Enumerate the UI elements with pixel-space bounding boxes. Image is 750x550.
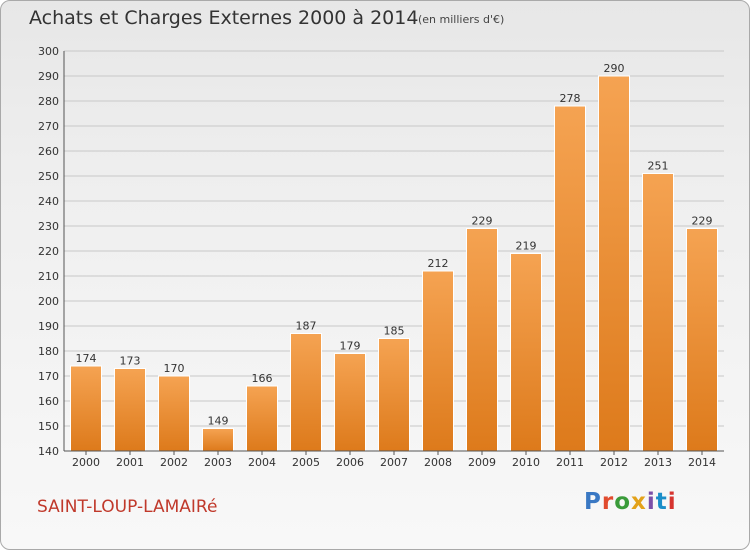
data-label: 219 xyxy=(516,240,537,253)
y-tick-label: 190 xyxy=(38,320,59,333)
x-tick-label: 2005 xyxy=(292,456,320,469)
x-tick-label: 2002 xyxy=(160,456,188,469)
data-label: 166 xyxy=(252,372,273,385)
bar xyxy=(598,75,630,452)
data-label: 173 xyxy=(120,355,141,368)
x-tick-label: 2007 xyxy=(380,456,408,469)
y-tick-label: 270 xyxy=(38,120,59,133)
data-label: 149 xyxy=(208,415,229,428)
bar xyxy=(422,270,454,452)
x-tick-label: 2003 xyxy=(204,456,232,469)
bar xyxy=(642,173,674,452)
y-tick-label: 180 xyxy=(38,345,59,358)
bar xyxy=(554,105,586,452)
data-labels: 174 173 170 149 166 187 179 185 212 229 219 278 290 2… xyxy=(76,62,713,428)
y-tick-label: 300 xyxy=(38,45,59,58)
bar xyxy=(290,333,322,452)
bar xyxy=(334,353,366,452)
logo-letter: t xyxy=(655,489,668,515)
bar xyxy=(246,385,278,452)
x-tick-label: 2006 xyxy=(336,456,364,469)
y-tick-label: 280 xyxy=(38,95,59,108)
x-tick-label: 2012 xyxy=(600,456,628,469)
logo-letter: r xyxy=(601,489,615,515)
bar xyxy=(202,428,234,452)
data-label: 229 xyxy=(692,215,713,228)
chart-unit: (en milliers d'€) xyxy=(418,13,505,26)
y-tick-label: 290 xyxy=(38,70,59,83)
y-tick-label: 260 xyxy=(38,145,59,158)
axes: 140 150 160 170 180 190 200 210 220 230 240 250 260 2… xyxy=(38,45,724,469)
x-tick-label: 2000 xyxy=(72,456,100,469)
y-tick-label: 250 xyxy=(38,170,59,183)
bar xyxy=(114,368,146,452)
x-tick-label: 2014 xyxy=(688,456,716,469)
bar xyxy=(466,228,498,452)
y-tick-label: 160 xyxy=(38,395,59,408)
chart-title: Achats et Charges Externes 2000 à 2014 xyxy=(29,7,419,29)
y-tick-label: 140 xyxy=(38,445,59,458)
logo-letter: i xyxy=(646,489,656,515)
commune-name: SAINT-LOUP-LAMAIRé xyxy=(37,497,218,517)
x-tick-label: 2010 xyxy=(512,456,540,469)
data-label: 174 xyxy=(76,352,97,365)
data-label: 290 xyxy=(604,62,625,75)
logo-letter: P xyxy=(584,489,602,515)
bar xyxy=(158,375,190,452)
bar xyxy=(70,365,102,452)
y-tick-label: 150 xyxy=(38,420,59,433)
x-tick-label: 2009 xyxy=(468,456,496,469)
data-label: 229 xyxy=(472,215,493,228)
x-tick-label: 2004 xyxy=(248,456,276,469)
x-tick-label: 2001 xyxy=(116,456,144,469)
data-label: 170 xyxy=(164,362,185,375)
proxiti-logo: Proxiti xyxy=(584,489,677,515)
y-tick-label: 210 xyxy=(38,270,59,283)
bar xyxy=(378,338,410,452)
x-tick-label: 2011 xyxy=(556,456,584,469)
x-tick-label: 2008 xyxy=(424,456,452,469)
y-tick-label: 200 xyxy=(38,295,59,308)
data-label: 179 xyxy=(340,340,361,353)
y-tick-label: 230 xyxy=(38,220,59,233)
y-tick-label: 240 xyxy=(38,195,59,208)
data-label: 251 xyxy=(648,160,669,173)
data-label: 187 xyxy=(296,320,317,333)
data-label: 278 xyxy=(560,92,581,105)
data-label: 212 xyxy=(428,257,449,270)
x-tick-label: 2013 xyxy=(644,456,672,469)
bars xyxy=(70,75,718,452)
logo-letter: i xyxy=(667,489,677,515)
logo-letter: o xyxy=(614,489,632,515)
logo-letter: x xyxy=(631,489,647,515)
data-label: 185 xyxy=(384,325,405,338)
y-tick-label: 170 xyxy=(38,370,59,383)
bar xyxy=(686,228,718,452)
y-tick-label: 220 xyxy=(38,245,59,258)
bar xyxy=(510,253,542,452)
